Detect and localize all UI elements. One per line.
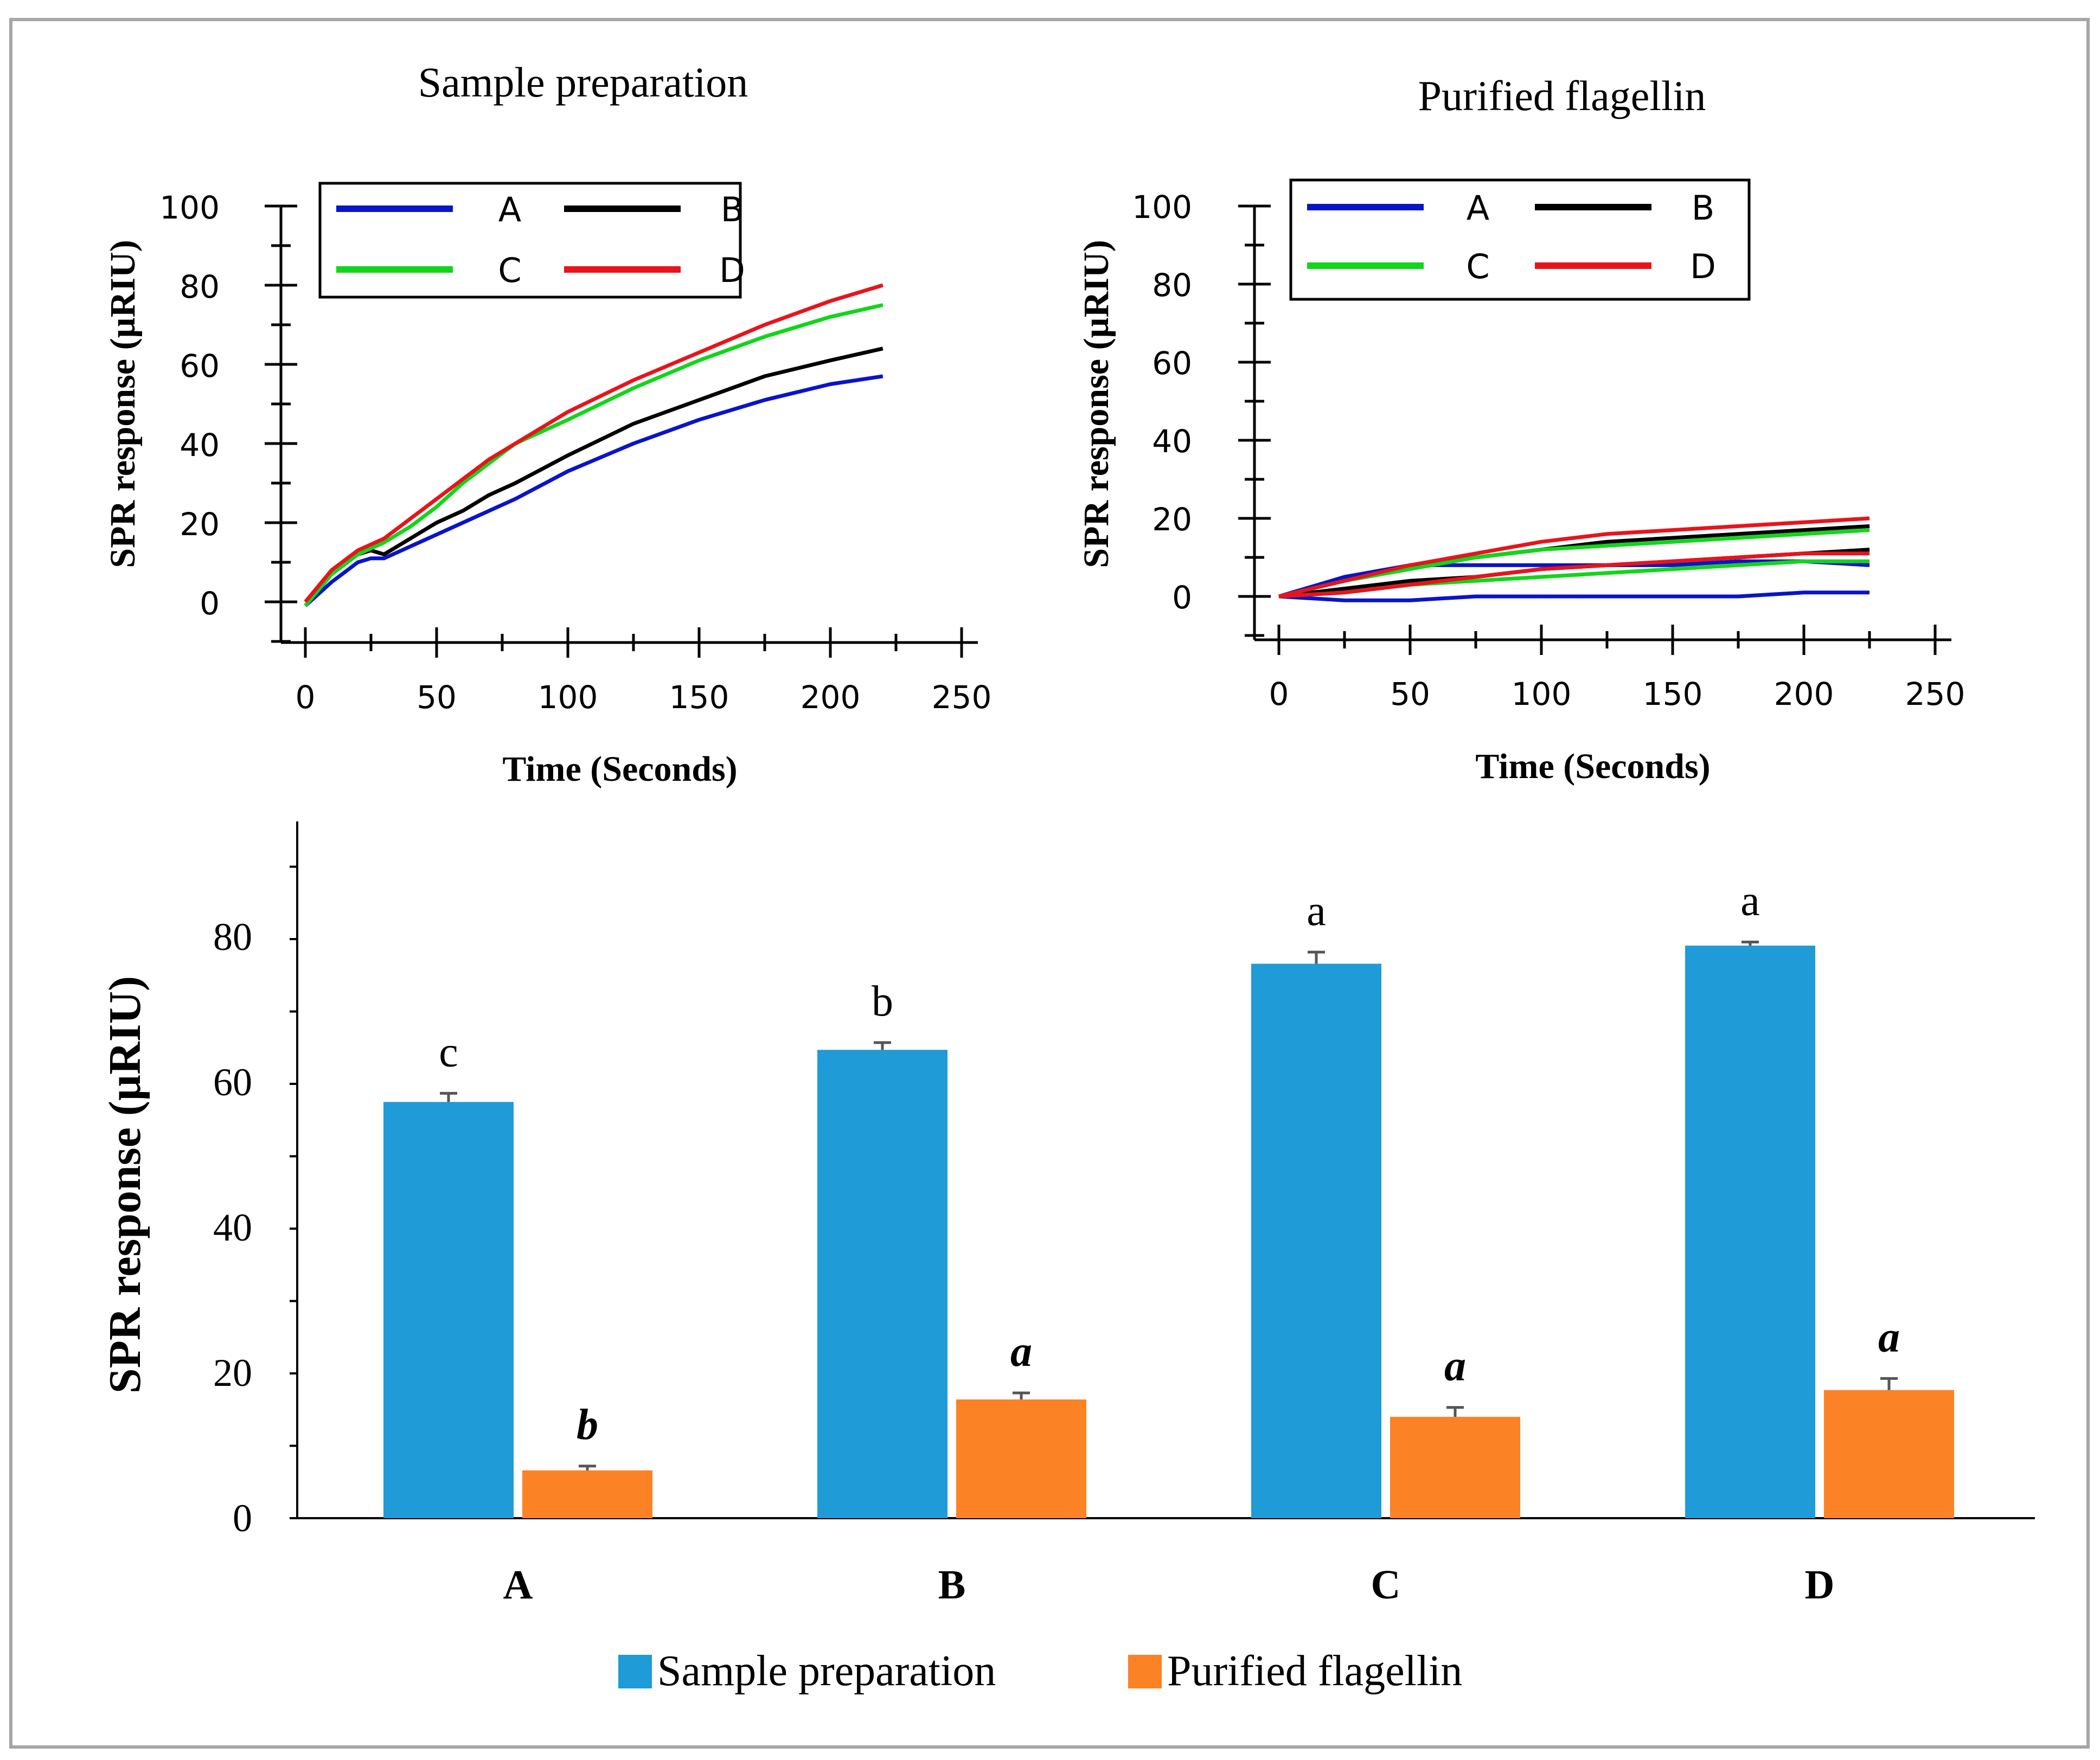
significance-letter: c <box>439 1028 458 1076</box>
bar-category-label-d: D <box>1805 1562 1835 1608</box>
purified-y-tick-label: 60 <box>1152 345 1192 382</box>
bar-chart-category-labels: A B C D <box>503 1562 1835 1608</box>
bar-chart-legend: Sample preparation Purified flagellin <box>618 1647 1462 1695</box>
significance-letter: a <box>1010 1328 1032 1376</box>
series-line-purified-1 <box>1278 559 1870 599</box>
sample-legend-label-b: B <box>721 190 744 229</box>
purified-legend-label-c: C <box>1466 247 1489 286</box>
purified-y-tick-label: 0 <box>1172 579 1192 616</box>
purified-line-chart: Purified flagellin SPR response (µRIU) T… <box>1077 72 1965 786</box>
bar-legend-label-sample: Sample preparation <box>657 1647 996 1695</box>
bar-category-label-c: C <box>1371 1562 1401 1608</box>
purified-chart-legend: A B C D <box>1289 178 1751 301</box>
bar-category-label-b: B <box>938 1562 966 1608</box>
significance-letter: a <box>1878 1313 1900 1361</box>
purified-chart-title: Purified flagellin <box>1418 72 1706 119</box>
purified-legend-label-a: A <box>1467 188 1489 228</box>
sample-legend-label-a: A <box>498 190 521 229</box>
sample-chart-title: Sample preparation <box>418 59 748 106</box>
sample-line-chart: Sample preparation SPR response (µRIU) T… <box>103 59 991 789</box>
sample-chart-x-ticks: 0 50 100 150 200 250 <box>296 679 992 716</box>
bar-y-tick-label: 80 <box>213 915 252 959</box>
sample-x-tick-label: 200 <box>801 679 861 716</box>
purified-x-tick-label: 0 <box>1269 676 1289 712</box>
bar-c-sample <box>1251 963 1381 1518</box>
purified-chart-plot <box>1238 204 1951 655</box>
bar-legend-label-purified: Purified flagellin <box>1167 1647 1462 1695</box>
sample-y-tick-label: 40 <box>180 427 220 464</box>
bar-category-label-a: A <box>503 1562 533 1608</box>
bar-legend-swatch-purified <box>1128 1655 1162 1688</box>
purified-y-tick-label: 20 <box>1152 501 1192 538</box>
bar-b-sample <box>817 1050 947 1518</box>
purified-x-tick-label: 50 <box>1390 676 1430 712</box>
significance-letter: a <box>1740 877 1760 924</box>
series-line-purified-4 <box>1278 528 1870 599</box>
series-line-sample-3 <box>304 283 883 603</box>
bar-y-tick-label: 20 <box>213 1351 252 1395</box>
purified-legend-label-b: B <box>1692 188 1715 228</box>
purified-y-tick-label: 80 <box>1152 267 1192 304</box>
purified-x-tick-label: 200 <box>1774 676 1834 712</box>
bar-d-sample <box>1685 946 1815 1518</box>
sample-x-tick-label: 150 <box>669 679 729 716</box>
series-line-purified-6 <box>1278 516 1870 599</box>
purified-y-tick-label: 40 <box>1152 423 1192 460</box>
series-line-sample-0 <box>304 374 883 607</box>
purified-chart-x-ticks: 0 50 100 150 200 250 <box>1269 676 1965 712</box>
series-line-purified-7 <box>1278 551 1869 599</box>
purified-legend-box <box>1289 178 1751 301</box>
sample-y-tick-label: 0 <box>200 585 220 622</box>
significance-letter: a <box>1444 1343 1466 1390</box>
series-line-purified-0 <box>1278 590 1869 602</box>
sample-chart-xlabel: Time (Seconds) <box>502 749 737 789</box>
purified-x-tick-label: 150 <box>1643 676 1703 712</box>
sample-legend-label-d: D <box>719 250 745 290</box>
bar-y-tick-label: 40 <box>213 1206 252 1249</box>
bar-y-tick-label: 0 <box>233 1496 252 1540</box>
sample-chart-y-ticks: 0 20 40 60 80 100 <box>159 189 220 622</box>
sample-x-tick-label: 100 <box>538 679 598 716</box>
bar-y-tick-label: 60 <box>213 1061 252 1104</box>
bar-c-purified <box>1390 1417 1520 1518</box>
significance-letter: a <box>1307 887 1326 935</box>
purified-chart-y-ticks: 0 20 40 60 80 100 <box>1132 189 1192 616</box>
sample-x-tick-label: 0 <box>296 679 316 716</box>
purified-chart-ylabel: SPR response (µRIU) <box>1077 240 1116 568</box>
sample-x-tick-label: 50 <box>417 679 457 716</box>
bar-chart-y-ticks: 0 20 40 60 80 <box>213 915 252 1540</box>
sample-y-tick-label: 100 <box>159 189 220 226</box>
purified-legend-label-d: D <box>1690 247 1716 286</box>
purified-chart-xlabel: Time (Seconds) <box>1475 747 1710 786</box>
bar-d-purified <box>1824 1390 1954 1518</box>
sample-y-tick-label: 60 <box>180 348 220 384</box>
bar-b-purified <box>956 1399 1086 1518</box>
sample-x-tick-label: 250 <box>932 679 992 716</box>
bar-a-sample <box>383 1102 514 1518</box>
bar-legend-swatch-sample <box>618 1655 652 1688</box>
sample-y-tick-label: 20 <box>180 506 220 543</box>
sample-chart-legend: A B C D <box>318 182 745 299</box>
bar-chart-ylabel: SPR response (µRIU) <box>100 976 150 1393</box>
sample-y-tick-label: 80 <box>180 268 220 305</box>
significance-letter: b <box>872 978 893 1025</box>
sample-chart-plot <box>265 204 978 658</box>
purified-x-tick-label: 100 <box>1512 676 1572 712</box>
series-line-sample-2 <box>304 303 883 607</box>
sample-chart-ylabel: SPR response (µRIU) <box>103 240 143 568</box>
purified-y-tick-label: 100 <box>1132 189 1192 226</box>
sample-legend-label-c: C <box>498 250 521 290</box>
sample-legend-box <box>318 182 742 299</box>
significance-letter: b <box>577 1401 598 1449</box>
bar-a-purified <box>522 1470 652 1518</box>
purified-x-tick-label: 250 <box>1905 676 1965 712</box>
bar-chart-plot: c b b a a a a a <box>290 821 2035 1519</box>
bar-chart: SPR response (µRIU) 0 20 40 60 80 A B C … <box>100 821 2035 1695</box>
